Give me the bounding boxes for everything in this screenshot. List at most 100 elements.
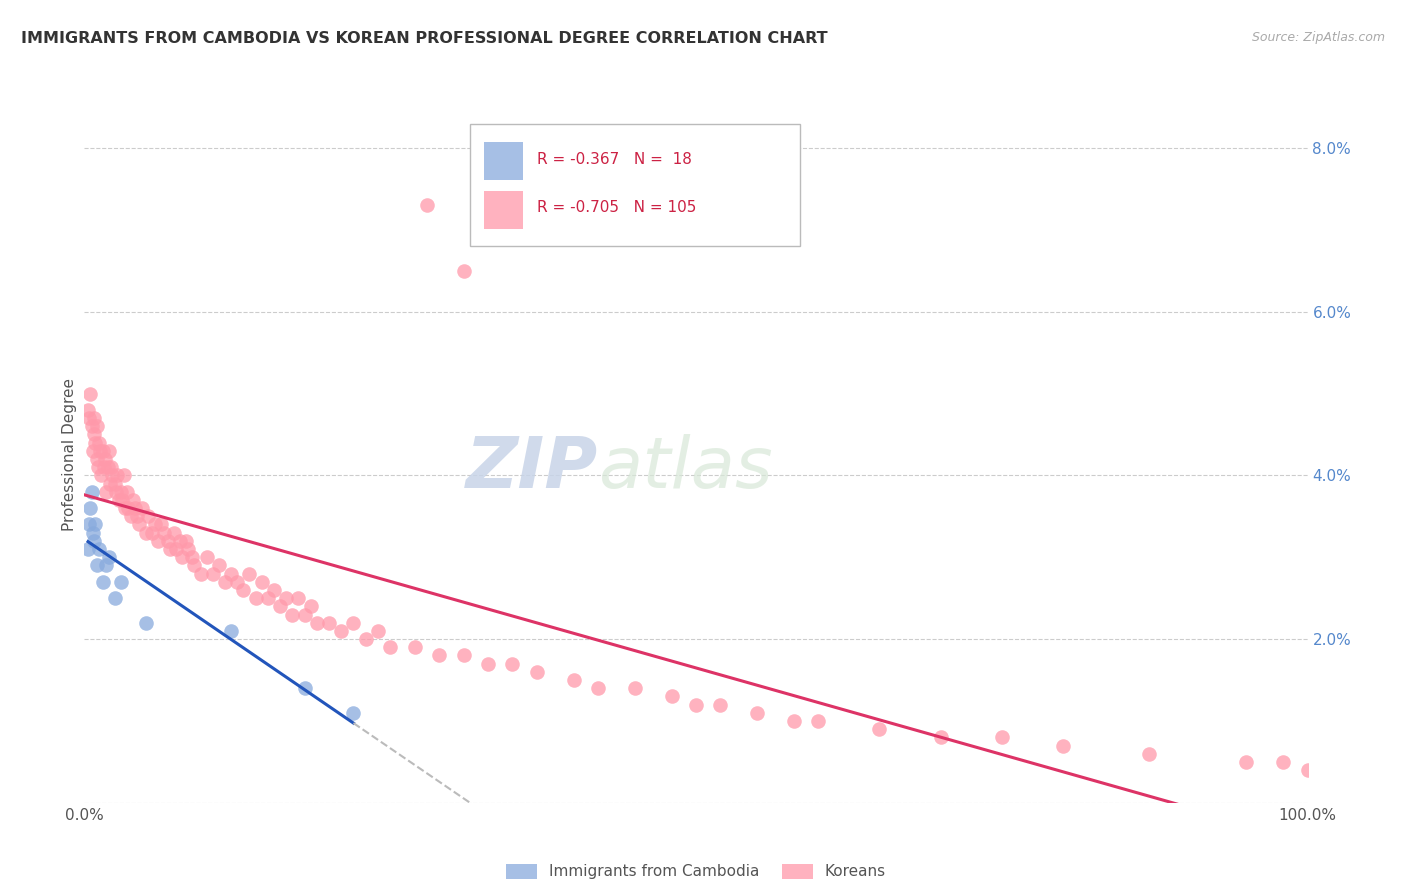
Point [477, 657, 499, 671]
Point [294, 681, 316, 696]
Point [367, 624, 389, 638]
Point [84, 517, 107, 532]
Point [276, 591, 298, 606]
Point [86, 419, 108, 434]
Point [91, 443, 114, 458]
Point [294, 607, 316, 622]
Point [342, 615, 364, 630]
Point [125, 509, 148, 524]
FancyBboxPatch shape [470, 124, 800, 246]
Point [238, 566, 260, 581]
Point [143, 517, 166, 532]
Point [89, 443, 111, 458]
Text: atlas: atlas [598, 434, 773, 503]
Point [416, 198, 439, 212]
Point [90, 468, 112, 483]
Point [232, 582, 254, 597]
Point [122, 492, 145, 507]
Point [115, 484, 138, 499]
Point [79, 501, 101, 516]
Point [124, 501, 146, 516]
Point [354, 632, 377, 646]
Point [991, 731, 1014, 745]
Point [330, 624, 353, 638]
Point [135, 615, 157, 630]
Point [342, 706, 364, 720]
Point [502, 657, 524, 671]
Point [219, 624, 242, 638]
FancyBboxPatch shape [484, 191, 523, 228]
Point [453, 648, 475, 663]
Point [153, 525, 176, 540]
Point [709, 698, 731, 712]
Point [214, 574, 236, 589]
Point [1236, 755, 1258, 769]
Text: IMMIGRANTS FROM CAMBODIA VS KOREAN PROFESSIONAL DEGREE CORRELATION CHART: IMMIGRANTS FROM CAMBODIA VS KOREAN PROFE… [21, 31, 828, 46]
Point [869, 722, 891, 736]
Point [661, 690, 683, 704]
Point [86, 558, 108, 573]
Point [263, 582, 285, 597]
FancyBboxPatch shape [484, 142, 523, 180]
Point [526, 665, 548, 679]
Point [318, 615, 340, 630]
Point [783, 714, 806, 728]
Point [77, 542, 100, 557]
Point [1052, 739, 1074, 753]
Point [83, 533, 105, 548]
Point [165, 542, 187, 557]
Point [136, 509, 159, 524]
Point [404, 640, 426, 655]
Point [82, 525, 104, 540]
Point [111, 492, 134, 507]
Point [80, 419, 103, 434]
Point [77, 517, 100, 532]
Point [219, 566, 242, 581]
Point [120, 509, 142, 524]
Point [174, 533, 197, 548]
Text: ZIP: ZIP [465, 434, 598, 503]
Point [208, 558, 231, 573]
Point [96, 558, 118, 573]
Point [131, 501, 153, 516]
Point [105, 484, 128, 499]
Text: R = -0.705   N = 105: R = -0.705 N = 105 [537, 201, 696, 216]
Point [586, 681, 609, 696]
Point [747, 706, 769, 720]
Point [195, 550, 218, 565]
Point [94, 452, 117, 467]
Point [807, 714, 830, 728]
Point [87, 460, 110, 475]
Point [169, 533, 191, 548]
Point [245, 591, 267, 606]
Point [190, 566, 212, 581]
Point [257, 591, 280, 606]
Point [156, 533, 179, 548]
Point [1137, 747, 1160, 761]
Point [84, 435, 107, 450]
Point [97, 550, 120, 565]
Point [83, 411, 105, 425]
Point [135, 525, 157, 540]
Point [104, 476, 127, 491]
Point [562, 673, 585, 687]
Point [159, 542, 181, 557]
Point [624, 681, 647, 696]
Point [929, 731, 952, 745]
Point [685, 698, 707, 712]
Point [183, 558, 205, 573]
Point [128, 517, 150, 532]
Point [163, 525, 186, 540]
Point [98, 476, 121, 491]
Point [83, 427, 105, 442]
Point [97, 460, 120, 475]
Point [100, 460, 122, 475]
Point [287, 591, 309, 606]
Point [269, 599, 291, 614]
Point [141, 525, 163, 540]
Text: Source: ZipAtlas.com: Source: ZipAtlas.com [1251, 31, 1385, 45]
Point [86, 452, 108, 467]
Point [107, 492, 129, 507]
Point [1296, 763, 1319, 777]
Point [226, 574, 249, 589]
